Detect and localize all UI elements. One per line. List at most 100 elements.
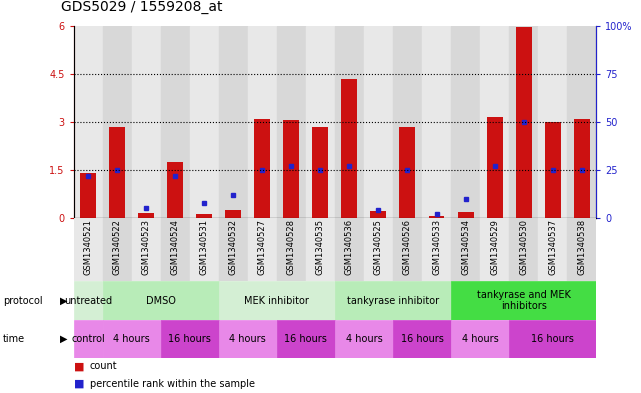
Bar: [74, 320, 103, 358]
Text: ■: ■: [74, 379, 84, 389]
Bar: [312, 127, 328, 218]
Text: time: time: [3, 334, 26, 344]
Bar: [429, 215, 444, 218]
Bar: [399, 127, 415, 218]
Text: GSM1340524: GSM1340524: [171, 219, 179, 275]
Bar: [190, 218, 219, 281]
Bar: [248, 26, 277, 218]
Bar: [161, 218, 190, 281]
Bar: [306, 218, 335, 281]
Bar: [226, 210, 241, 218]
Text: MEK inhibitor: MEK inhibitor: [244, 296, 310, 306]
Bar: [422, 26, 451, 218]
Bar: [574, 119, 590, 218]
Bar: [277, 26, 306, 218]
Text: tankyrase and MEK
inhibitors: tankyrase and MEK inhibitors: [477, 290, 570, 311]
Text: 16 hours: 16 hours: [285, 334, 328, 344]
Bar: [103, 320, 161, 358]
Bar: [277, 218, 306, 281]
Bar: [132, 26, 161, 218]
Bar: [393, 26, 422, 218]
Bar: [196, 214, 212, 218]
Bar: [219, 320, 277, 358]
Text: GSM1340535: GSM1340535: [316, 219, 325, 275]
Bar: [567, 218, 596, 281]
Bar: [74, 26, 103, 218]
Bar: [342, 79, 358, 218]
Text: 16 hours: 16 hours: [169, 334, 212, 344]
Text: GSM1340523: GSM1340523: [142, 219, 151, 275]
Bar: [80, 173, 96, 218]
Bar: [254, 119, 271, 218]
Text: tankyrase inhibitor: tankyrase inhibitor: [347, 296, 439, 306]
Text: count: count: [90, 362, 117, 371]
Bar: [161, 26, 190, 218]
Bar: [103, 26, 132, 218]
Bar: [132, 218, 161, 281]
Bar: [515, 27, 531, 218]
Text: percentile rank within the sample: percentile rank within the sample: [90, 379, 254, 389]
Text: GSM1340533: GSM1340533: [432, 219, 441, 275]
Bar: [335, 26, 364, 218]
Text: 4 hours: 4 hours: [229, 334, 266, 344]
Text: GSM1340537: GSM1340537: [548, 219, 557, 275]
Text: GSM1340528: GSM1340528: [287, 219, 296, 275]
Text: protocol: protocol: [3, 296, 43, 306]
Text: GSM1340532: GSM1340532: [229, 219, 238, 275]
Bar: [138, 213, 154, 218]
Text: DMSO: DMSO: [146, 296, 176, 306]
Bar: [509, 218, 538, 281]
Bar: [219, 218, 248, 281]
Text: GSM1340536: GSM1340536: [345, 219, 354, 275]
Text: 4 hours: 4 hours: [113, 334, 150, 344]
Bar: [74, 281, 103, 320]
Bar: [219, 281, 335, 320]
Bar: [219, 26, 248, 218]
Bar: [103, 281, 219, 320]
Bar: [161, 320, 219, 358]
Bar: [248, 218, 277, 281]
Text: GSM1340522: GSM1340522: [113, 219, 122, 275]
Text: control: control: [71, 334, 105, 344]
Bar: [422, 218, 451, 281]
Text: GSM1340521: GSM1340521: [84, 219, 93, 275]
Bar: [538, 218, 567, 281]
Text: ▶: ▶: [60, 334, 68, 344]
Text: GDS5029 / 1559208_at: GDS5029 / 1559208_at: [61, 0, 222, 14]
Bar: [103, 218, 132, 281]
Bar: [364, 218, 393, 281]
Text: GSM1340534: GSM1340534: [461, 219, 470, 275]
Text: 16 hours: 16 hours: [401, 334, 444, 344]
Bar: [480, 26, 509, 218]
Text: GSM1340530: GSM1340530: [519, 219, 528, 275]
Bar: [109, 127, 125, 218]
Text: ▶: ▶: [60, 296, 68, 306]
Bar: [567, 26, 596, 218]
Bar: [451, 26, 480, 218]
Text: GSM1340525: GSM1340525: [374, 219, 383, 275]
Bar: [509, 26, 538, 218]
Bar: [283, 120, 299, 218]
Bar: [167, 162, 183, 218]
Bar: [451, 320, 509, 358]
Bar: [487, 117, 503, 218]
Text: ■: ■: [74, 362, 84, 371]
Text: GSM1340538: GSM1340538: [577, 219, 586, 275]
Text: GSM1340526: GSM1340526: [403, 219, 412, 275]
Text: GSM1340529: GSM1340529: [490, 219, 499, 275]
Bar: [277, 320, 335, 358]
Bar: [364, 26, 393, 218]
Text: GSM1340531: GSM1340531: [200, 219, 209, 275]
Bar: [538, 26, 567, 218]
Text: GSM1340527: GSM1340527: [258, 219, 267, 275]
Bar: [451, 281, 596, 320]
Bar: [335, 320, 393, 358]
Bar: [509, 320, 596, 358]
Bar: [370, 211, 387, 218]
Bar: [458, 212, 474, 218]
Bar: [190, 26, 219, 218]
Bar: [545, 122, 561, 218]
Bar: [451, 218, 480, 281]
Text: 4 hours: 4 hours: [345, 334, 382, 344]
Bar: [335, 281, 451, 320]
